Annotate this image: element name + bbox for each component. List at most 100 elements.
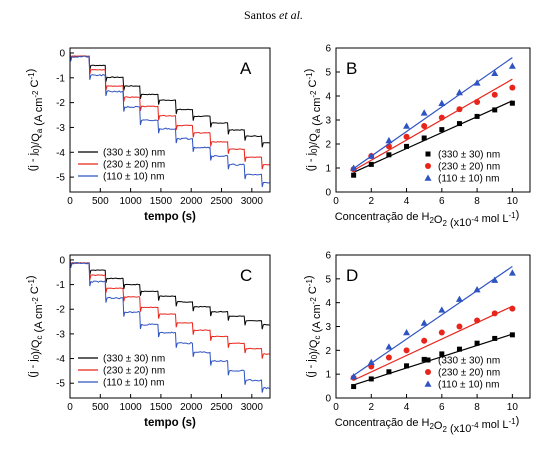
x-axis-label-part-1: 2 <box>429 216 434 225</box>
x-axis-label-part-1: 2 <box>429 422 434 431</box>
y-axis-label-part-8: ) <box>303 275 315 279</box>
data-point-1-5 <box>438 329 445 336</box>
x-axis-label-part-6: mol L <box>479 419 509 431</box>
data-point-2-4 <box>420 109 428 116</box>
data-point-1-3 <box>403 133 410 140</box>
data-point-1-7 <box>474 317 481 324</box>
y-tick-label-6: 6 <box>325 251 331 262</box>
y-axis-label-part-6: C <box>29 79 41 90</box>
plot-frame <box>69 47 271 193</box>
y-axis-label-part-0: (j - j <box>305 153 317 171</box>
series-line-0 <box>69 52 270 148</box>
data-point-2-0 <box>350 164 358 171</box>
y-axis-label-part-8: ) <box>303 69 315 73</box>
y-tick-label-6: 6 <box>325 44 331 55</box>
data-point-2-7 <box>473 79 481 86</box>
data-point-1-3 <box>403 347 410 354</box>
x-axis-label-part-3: 2 <box>442 425 447 434</box>
data-point-1-6 <box>456 323 463 330</box>
x-tick-label-5: 10 <box>507 402 519 413</box>
y-axis-label-part-1: 0 <box>310 148 319 153</box>
x-tick-label-6: 3000 <box>241 402 264 413</box>
x-tick-label-0: 0 <box>333 196 339 207</box>
y-tick-label-0: 0 <box>325 188 331 199</box>
legend-swatch-2 <box>424 174 432 181</box>
legend-label-1: (230 ± 20) nm <box>103 366 165 377</box>
series-line-0 <box>69 259 270 330</box>
panel-letter: A <box>240 59 252 78</box>
x-axis-label-part-8: ) <box>516 415 520 427</box>
y-axis-label-part-5: -2 <box>309 90 318 98</box>
page-header: Santos et al. <box>0 8 547 23</box>
fit-line-2 <box>353 57 513 169</box>
x-tick-label-5: 10 <box>507 196 519 207</box>
fit-line-2 <box>353 265 513 376</box>
plot-frame <box>335 47 531 193</box>
data-point-0-0 <box>351 172 357 178</box>
data-point-2-8 <box>491 69 499 76</box>
x-axis-label: Concentração de H2O2 (x10-4 mol L-1) <box>335 415 520 435</box>
panel-letter: C <box>240 266 252 285</box>
x-axis-label-part-4: (x10 <box>447 217 471 229</box>
author-etal: et al. <box>279 8 303 22</box>
y-axis-label-group: (j - j0)/Qa (A cm-2 C-1) <box>25 69 45 172</box>
data-point-0-9 <box>509 332 515 338</box>
data-point-0-2 <box>386 369 392 375</box>
data-point-0-3 <box>404 363 410 369</box>
x-axis-label-part-2: O <box>434 420 443 432</box>
x-axis-label-part-3: 2 <box>442 219 447 228</box>
data-point-1-9 <box>509 84 516 91</box>
y-axis-label-part-3: c <box>35 336 44 340</box>
y-axis-label-part-1: 0 <box>32 148 41 153</box>
y-tick-label-1: -1 <box>56 73 65 84</box>
y-tick-label-3: 3 <box>325 322 331 333</box>
data-point-2-5 <box>438 306 446 313</box>
series-line-1 <box>69 52 270 170</box>
data-point-1-4 <box>421 123 428 129</box>
legend-swatch-1 <box>425 163 431 169</box>
data-point-1-2 <box>385 354 392 361</box>
y-tick-label-1: -1 <box>56 280 65 291</box>
legend-label-1: (230 ± 20) nm <box>103 160 165 171</box>
x-axis-label-part-6: mol L <box>479 213 509 225</box>
data-point-2-2 <box>385 343 393 350</box>
y-axis-label-part-1: 0 <box>32 354 41 359</box>
x-tick-label-1: 500 <box>92 402 109 413</box>
y-tick-label-5: 5 <box>325 274 331 285</box>
data-point-0-7 <box>474 113 480 119</box>
data-point-2-9 <box>508 62 516 69</box>
x-axis-label-part-2: O <box>434 214 443 226</box>
y-axis-label-part-2: )/Q <box>30 339 42 355</box>
y-axis-label-part-7: -1 <box>27 72 36 80</box>
y-axis-label-part-5: -2 <box>31 90 40 98</box>
y-axis-label-part-4: (A cm <box>311 304 323 335</box>
data-point-0-2 <box>386 152 392 158</box>
x-axis-label-part-0: Concentração de H <box>335 211 430 223</box>
y-axis-label-part-4: (A cm <box>33 304 45 335</box>
data-point-0-0 <box>351 384 357 390</box>
y-axis-label-part-6: C <box>307 79 319 90</box>
data-point-1-8 <box>491 91 498 98</box>
y-tick-label-1: 1 <box>325 164 331 175</box>
legend-label-2: (110 ± 10) nm <box>103 172 164 183</box>
data-point-1-7 <box>474 99 481 105</box>
y-tick-label-4: 4 <box>325 92 331 103</box>
x-tick-label-4: 8 <box>474 196 480 207</box>
y-axis-label-part-5: -2 <box>309 297 318 305</box>
y-axis-label-group: (j - j0)/Qc (A cm-2 C-1) <box>303 275 323 377</box>
x-axis-label: tempo (s) <box>144 211 196 223</box>
x-tick-label-3: 1500 <box>150 196 173 207</box>
data-point-2-8 <box>491 276 499 283</box>
y-axis-label-part-5: -2 <box>31 297 40 305</box>
data-point-2-1 <box>367 358 375 366</box>
y-tick-label-4: 4 <box>325 298 331 309</box>
panel-a-chart: 0 500 1000 1500 2000 2500 3000 0 -1 -2 -3 -4 -5 Atemp… <box>25 47 271 223</box>
data-point-2-0 <box>350 373 358 380</box>
legend-swatch-0 <box>425 151 431 157</box>
x-axis-label-part-7: -1 <box>509 211 517 220</box>
y-tick-label-0: 0 <box>59 255 65 266</box>
x-tick-label-6: 3000 <box>241 196 264 207</box>
data-point-0-3 <box>404 143 410 149</box>
legend-label-1: (230 ± 20) nm <box>438 162 500 173</box>
